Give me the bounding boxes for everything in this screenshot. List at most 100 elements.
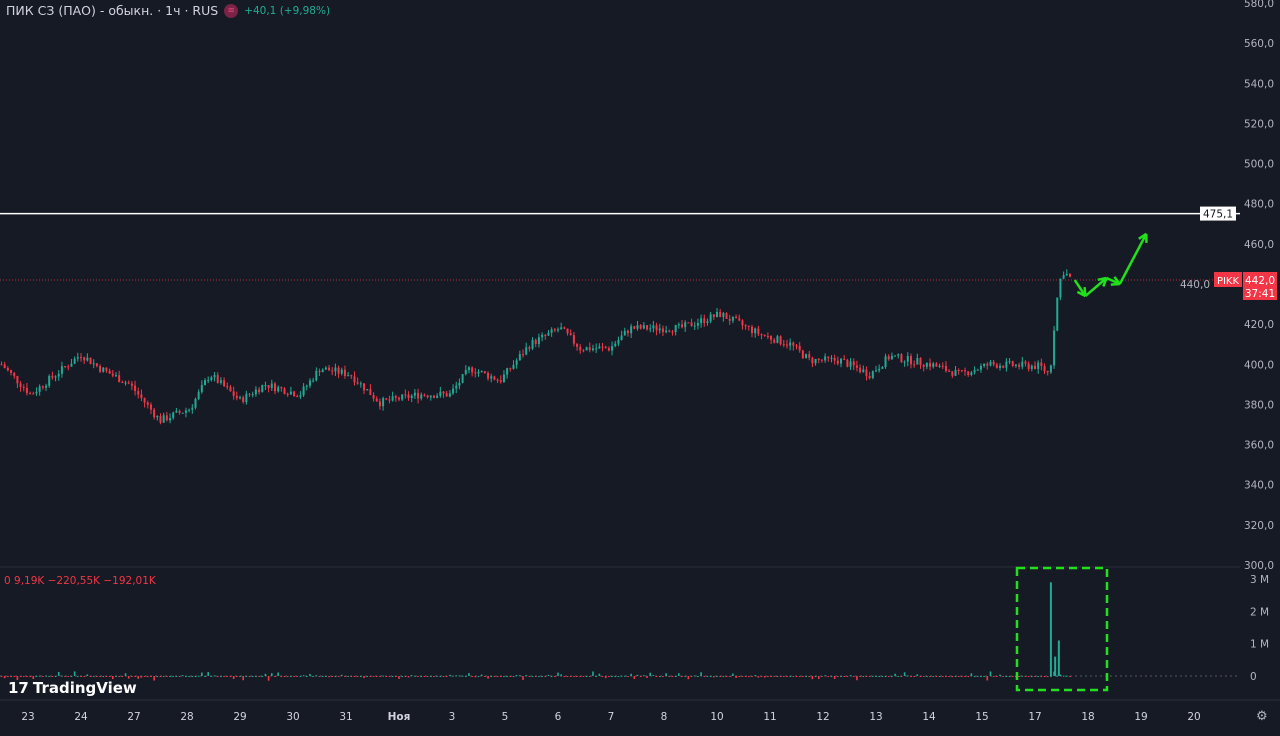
volume-bar	[830, 675, 833, 677]
candle-body	[1018, 364, 1021, 367]
candle-body	[814, 358, 817, 364]
candle-body	[404, 394, 407, 396]
candle-body	[496, 379, 499, 381]
volume-bar	[169, 675, 171, 677]
level-label: 475,1	[1203, 209, 1233, 221]
volume-bar	[1002, 676, 1004, 677]
volume-bar	[325, 675, 327, 677]
candle-body	[480, 371, 483, 373]
candle-body	[439, 391, 442, 396]
volume-bar	[420, 675, 423, 677]
candle-body	[388, 399, 391, 401]
volume-bar	[1050, 675, 1052, 677]
volume-bar	[178, 676, 181, 677]
volume-bar	[862, 675, 865, 677]
candle-body	[401, 394, 404, 400]
volume-bar	[388, 676, 391, 678]
volume-bar	[926, 675, 928, 677]
candle-body	[900, 354, 903, 363]
candle-body	[334, 367, 337, 372]
candle-body	[308, 380, 311, 386]
candle-body	[264, 385, 267, 387]
x-tick-label: 24	[74, 711, 88, 723]
volume-bar	[856, 676, 858, 681]
volume-bar	[213, 675, 216, 677]
volume-bar	[697, 675, 699, 677]
volume-bar	[430, 675, 432, 677]
candle-body	[302, 386, 305, 396]
candle-body	[1021, 361, 1024, 367]
candle-body	[235, 395, 238, 399]
x-tick-label: 20	[1187, 711, 1200, 723]
candle-body	[1053, 330, 1056, 366]
volume-bar	[48, 675, 50, 677]
candle-body	[913, 364, 916, 366]
candle-body	[894, 355, 897, 357]
candle-body	[19, 383, 22, 388]
candle-body	[239, 397, 241, 399]
volume-bar	[767, 676, 769, 677]
volume-bar	[585, 675, 588, 677]
x-tick-label: 6	[555, 711, 562, 723]
countdown-label: 37:41	[1245, 288, 1275, 300]
data-source-icon[interactable]: ≋	[224, 3, 239, 18]
x-tick-label: 29	[233, 711, 246, 723]
volume-bar	[29, 676, 31, 678]
volume-bar	[728, 676, 731, 677]
volume-bar	[86, 674, 89, 676]
candle-body	[684, 322, 687, 328]
candle-body	[855, 365, 858, 368]
candle-body	[223, 380, 226, 387]
candle-body	[324, 367, 327, 370]
volume-bar	[461, 675, 464, 677]
settings-gear-icon[interactable]: ⚙	[1256, 709, 1268, 724]
volume-bar	[798, 676, 801, 677]
symbol-title[interactable]: ПИК СЗ (ПАО) - обыкн. · 1ч · RUS	[6, 3, 219, 18]
candle-body	[382, 398, 385, 407]
volume-bar	[477, 676, 480, 677]
candle-body	[181, 412, 184, 414]
volume-bar	[89, 676, 92, 677]
volume-bar	[207, 672, 209, 676]
volume-bar	[344, 676, 346, 677]
volume-bar	[1046, 676, 1049, 677]
candle-body	[922, 364, 925, 367]
tradingview-logo[interactable]: 17 TradingView	[8, 679, 137, 697]
candle-body	[655, 325, 658, 331]
volume-bar	[242, 676, 244, 681]
candle-body	[582, 350, 585, 352]
volume-bar	[678, 673, 680, 676]
volume-tick-label: 1 M	[1250, 639, 1269, 651]
candle-body	[652, 325, 655, 329]
volume-bar	[102, 676, 105, 677]
x-tick-label: 8	[661, 711, 668, 723]
candle-body	[865, 369, 868, 377]
candle-body	[343, 369, 346, 376]
candle-body	[305, 385, 308, 387]
volume-bar	[1059, 674, 1062, 676]
candle-body	[954, 370, 957, 376]
logo-text: TradingView	[32, 679, 137, 697]
candle-body	[394, 396, 397, 398]
volume-bar	[738, 676, 741, 677]
y-tick-label: 580,0	[1244, 0, 1274, 10]
volume-bar	[340, 674, 343, 676]
volume-bar	[910, 676, 912, 677]
volume-bar	[0, 676, 3, 677]
volume-bar	[201, 672, 203, 676]
volume-bar	[652, 675, 655, 677]
y-tick-label: 500,0	[1244, 159, 1274, 171]
candle-body	[792, 342, 795, 346]
y-tick-label: 480,0	[1244, 199, 1274, 211]
candle-body	[499, 380, 502, 382]
volume-bar	[897, 675, 900, 677]
x-tick-label: 13	[869, 711, 882, 723]
volume-bar	[706, 675, 709, 677]
volume-bar	[471, 676, 473, 677]
candle-body	[760, 334, 763, 336]
candle-body	[836, 360, 839, 364]
volume-bar	[646, 676, 648, 679]
candle-body	[754, 328, 757, 334]
volume-bar	[261, 675, 264, 677]
